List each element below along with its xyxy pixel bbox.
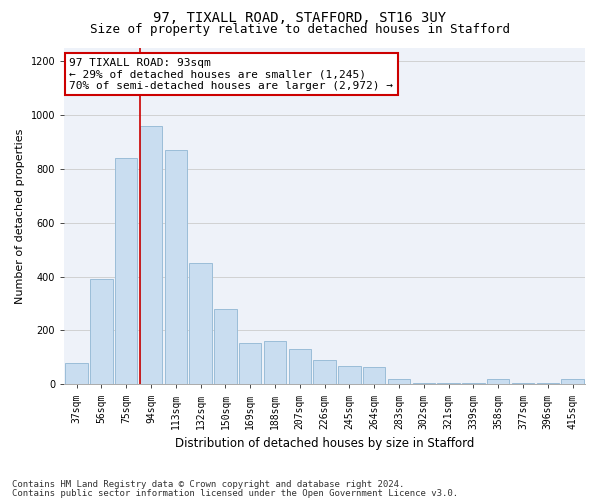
Text: Contains public sector information licensed under the Open Government Licence v3: Contains public sector information licen…: [12, 488, 458, 498]
Bar: [140, 126, 162, 384]
Bar: [313, 360, 336, 384]
Bar: [214, 309, 236, 384]
Y-axis label: Number of detached properties: Number of detached properties: [15, 128, 25, 304]
Bar: [413, 383, 435, 384]
Bar: [487, 379, 509, 384]
Bar: [164, 150, 187, 384]
Bar: [289, 350, 311, 384]
Bar: [239, 342, 262, 384]
Bar: [338, 366, 361, 384]
Text: Contains HM Land Registry data © Crown copyright and database right 2024.: Contains HM Land Registry data © Crown c…: [12, 480, 404, 489]
Bar: [437, 383, 460, 384]
Bar: [264, 342, 286, 384]
Text: Size of property relative to detached houses in Stafford: Size of property relative to detached ho…: [90, 22, 510, 36]
Bar: [363, 367, 385, 384]
Bar: [190, 263, 212, 384]
Bar: [462, 383, 485, 384]
Bar: [536, 383, 559, 384]
Bar: [512, 383, 534, 384]
Bar: [90, 280, 113, 384]
Bar: [388, 379, 410, 384]
X-axis label: Distribution of detached houses by size in Stafford: Distribution of detached houses by size …: [175, 437, 474, 450]
Bar: [65, 363, 88, 384]
Bar: [562, 379, 584, 384]
Text: 97, TIXALL ROAD, STAFFORD, ST16 3UY: 97, TIXALL ROAD, STAFFORD, ST16 3UY: [154, 11, 446, 25]
Text: 97 TIXALL ROAD: 93sqm
← 29% of detached houses are smaller (1,245)
70% of semi-d: 97 TIXALL ROAD: 93sqm ← 29% of detached …: [70, 58, 394, 91]
Bar: [115, 158, 137, 384]
